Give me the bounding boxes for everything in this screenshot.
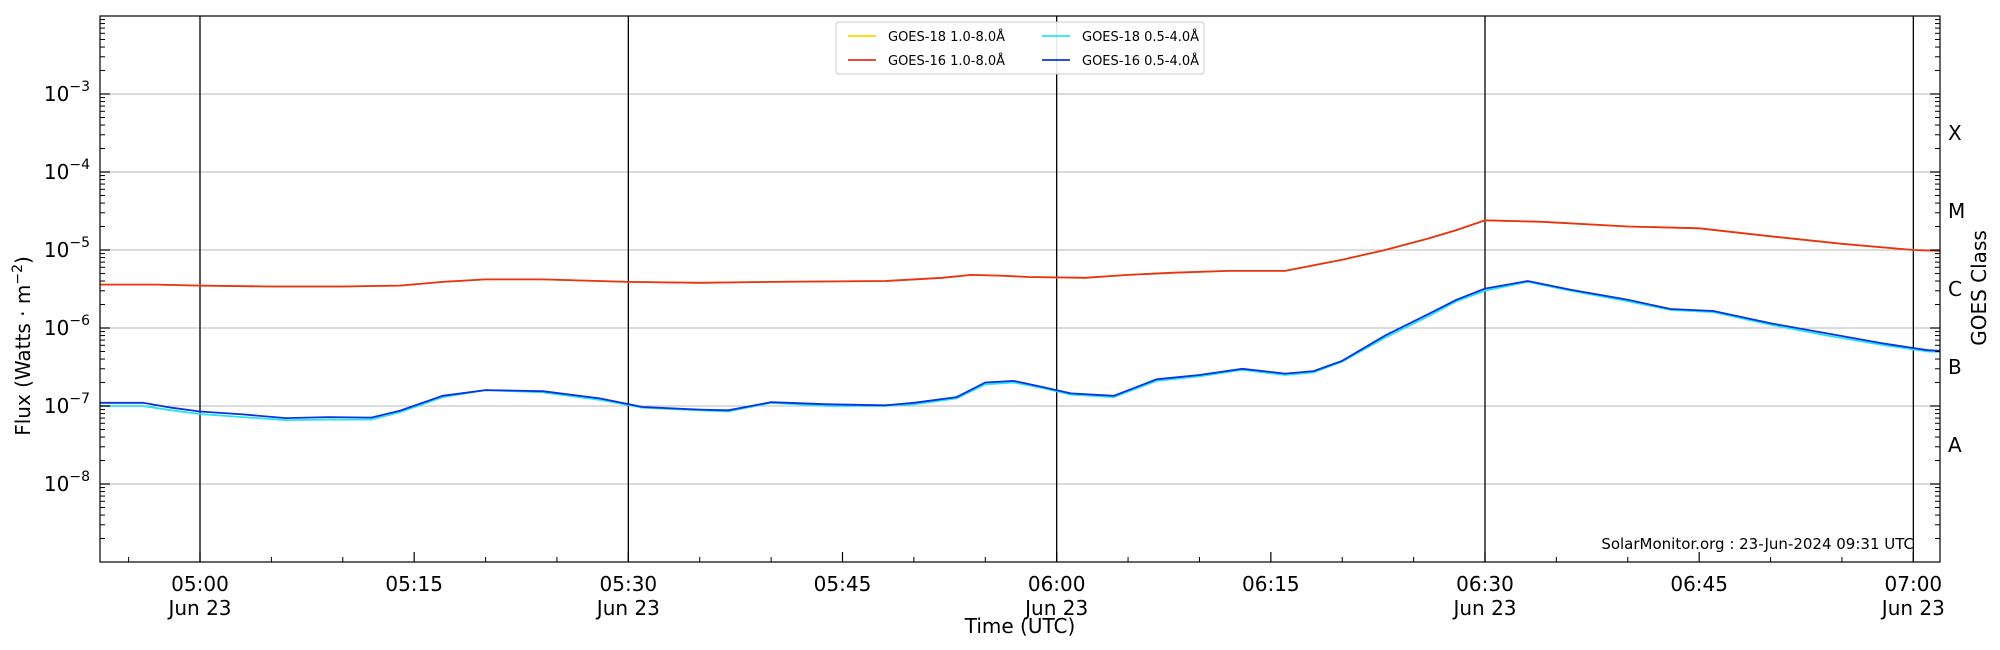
legend: GOES-18 1.0-8.0Å GOES-18 0.5-4.0Å GOES-16 …: [835, 21, 1205, 75]
y-tick-base: 10: [44, 160, 69, 184]
legend-box: [835, 21, 1205, 75]
goes-class-labels: A B C M X: [1948, 121, 1965, 457]
y-axis-ticks: 10−810−710−610−510−410−3: [44, 19, 1940, 540]
x-tick-time: 06:30: [1456, 572, 1514, 596]
x-tick-time: 05:45: [814, 572, 872, 596]
x-tick-date: Jun 23: [1451, 596, 1516, 620]
plot-frame: [99, 15, 1941, 563]
series-line-2: [100, 280, 1940, 422]
y-tick-base: 10: [44, 316, 69, 340]
goes-class-c: C: [1948, 277, 1962, 301]
x-tick-time: 05:15: [385, 572, 443, 596]
y-tick-base: 10: [44, 394, 69, 418]
x-tick-time: 06:00: [1028, 572, 1086, 596]
y-tick-label: 10−7: [44, 391, 90, 418]
y-tick-base: 10: [44, 82, 69, 106]
y-tick-label: 10−5: [44, 235, 90, 262]
y-tick-exp: −4: [69, 157, 90, 173]
x-tick-date: Jun 23: [1023, 596, 1088, 620]
x-tick-time: 07:00: [1885, 572, 1943, 596]
y-tick-exp: −7: [69, 391, 90, 407]
y-axis-label: Flux (Watts · m−2): [10, 256, 35, 436]
y-tick-base: 10: [44, 238, 69, 262]
goes-class-axis-label: GOES Class: [1967, 230, 1991, 346]
legend-label: GOES-18 0.5-4.0Å: [1082, 29, 1199, 45]
goes-class-a: A: [1948, 433, 1962, 457]
goes-class-m: M: [1948, 199, 1965, 223]
plot-area: [100, 219, 1940, 422]
legend-label: GOES-16 0.5-4.0Å: [1082, 53, 1199, 69]
goes-class-b: B: [1948, 355, 1962, 379]
y-tick-label: 10−6: [44, 313, 90, 340]
x-tick-time: 05:00: [171, 572, 229, 596]
x-tick-time: 05:30: [600, 572, 658, 596]
y-tick-base: 10: [44, 472, 69, 496]
credit-text: SolarMonitor.org : 23-Jun-2024 09:31 UTC: [1601, 535, 1914, 553]
y-tick-label: 10−4: [44, 157, 90, 184]
y-tick-exp: −6: [69, 313, 90, 329]
y-tick-exp: −8: [69, 469, 90, 485]
gridlines: [100, 93, 1940, 485]
x-tick-time: 06:45: [1670, 572, 1728, 596]
x-tick-time: 06:15: [1242, 572, 1300, 596]
goes-class-x: X: [1948, 121, 1962, 145]
x-axis-label: Time (UTC): [964, 614, 1076, 638]
day-vertical-lines: [199, 16, 1914, 562]
y-tick-label: 10−3: [44, 79, 90, 106]
legend-label: GOES-18 1.0-8.0Å: [888, 29, 1005, 45]
x-tick-date: Jun 23: [166, 596, 231, 620]
series-line-1: [100, 219, 1940, 288]
y-tick-exp: −3: [69, 79, 90, 95]
legend-label: GOES-16 1.0-8.0Å: [888, 53, 1005, 69]
x-tick-date: Jun 23: [595, 596, 660, 620]
series-line-3: [100, 280, 1940, 420]
y-tick-exp: −5: [69, 235, 90, 251]
x-tick-date: Jun 23: [1880, 596, 1945, 620]
y-tick-label: 10−8: [44, 469, 90, 496]
